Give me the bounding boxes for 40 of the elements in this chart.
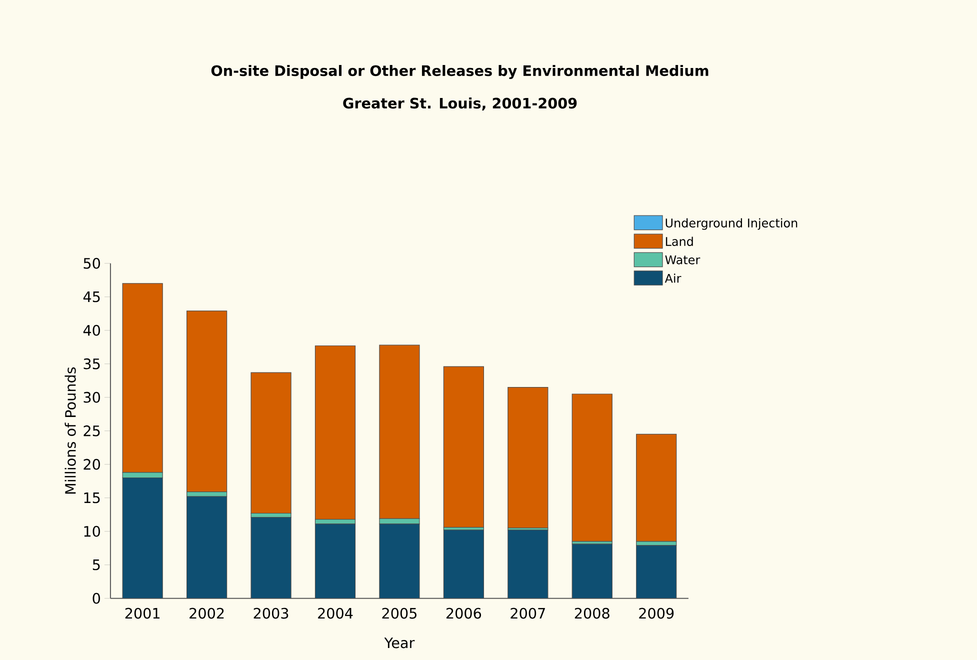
y-axis-title: Millions of Pounds — [64, 367, 76, 494]
x-tick-label: 2003 — [254, 608, 288, 619]
y-tick-label: 45 — [83, 292, 100, 302]
x-tick-label: 2006 — [446, 608, 482, 619]
bar — [572, 394, 612, 542]
bar — [443, 530, 484, 598]
x-tick-label: 2002 — [190, 608, 224, 619]
x-tick-label: 2008 — [574, 608, 610, 619]
y-tick-label: 5 — [92, 560, 100, 570]
bar — [186, 310, 228, 492]
y-tick-label: 10 — [84, 526, 100, 537]
y-tick-label: 20 — [84, 458, 100, 470]
bar — [250, 372, 292, 514]
x-tick-label: 2001 — [125, 608, 160, 619]
y-tick-label: 30 — [84, 392, 100, 403]
x-axis-title: Year — [384, 638, 415, 648]
x-tick-label: 2004 — [318, 608, 353, 619]
y-tick-label: 0 — [92, 592, 100, 604]
x-tick-label: 2007 — [510, 608, 545, 619]
bar — [443, 366, 484, 528]
bar — [572, 544, 612, 598]
chart-title: On-site Disposal or Other Releases by Environmental Medium — [211, 65, 708, 79]
legend-label: Land — [666, 236, 693, 246]
y-tick-label: 35 — [84, 358, 100, 370]
bar — [508, 530, 548, 598]
y-tick-label: 50 — [84, 258, 100, 269]
y-tick-label: 15 — [84, 492, 100, 504]
bar — [314, 345, 356, 520]
legend-label: Underground Injection — [666, 218, 798, 230]
y-tick-label: 25 — [84, 425, 100, 436]
y-tick-label: 40 — [83, 324, 100, 336]
x-tick-label: 2009 — [639, 608, 674, 619]
chart-subtitle: Greater St. Louis, 2001-2009 — [343, 98, 577, 110]
bar — [636, 434, 677, 542]
x-tick-label: 2005 — [382, 608, 416, 619]
bar — [250, 516, 292, 598]
legend-label: Water — [665, 255, 700, 264]
bar — [508, 387, 548, 528]
legend-label: Air — [664, 274, 682, 283]
bar — [636, 545, 677, 598]
